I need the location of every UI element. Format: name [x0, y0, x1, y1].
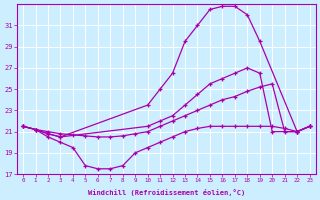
X-axis label: Windchill (Refroidissement éolien,°C): Windchill (Refroidissement éolien,°C)	[88, 189, 245, 196]
